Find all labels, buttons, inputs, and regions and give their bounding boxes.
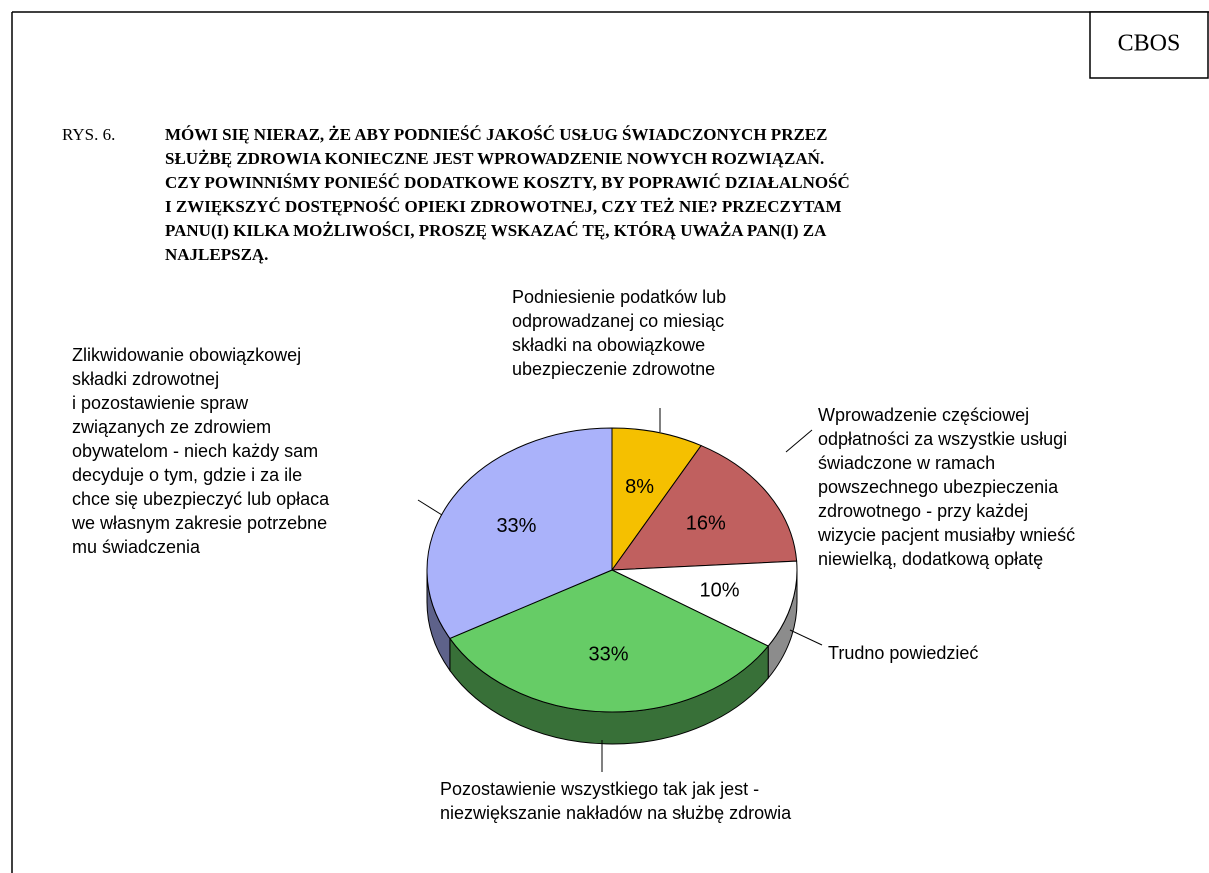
slice-label: chce się ubezpieczyć lub opłaca <box>72 489 330 509</box>
value-label: 8% <box>625 476 654 498</box>
source-box <box>1089 11 1209 79</box>
slice-label: i pozostawienie spraw <box>72 393 249 413</box>
slice-label: odprowadzanej co miesiąc <box>512 311 724 331</box>
slice-label: Podniesienie podatków lub <box>512 287 726 307</box>
value-label: 16% <box>686 513 726 535</box>
figure-number: RYS. 6. <box>62 125 115 144</box>
value-label: 10% <box>699 579 739 601</box>
slice <box>611 560 798 647</box>
slice <box>611 427 702 572</box>
slice-label: Trudno powiedzieć <box>828 643 978 663</box>
slice-label: składki na obowiązkowe <box>512 335 705 355</box>
slice <box>610 444 798 571</box>
slice-label: niewielką, dodatkową opłatę <box>818 549 1043 569</box>
slice-label: świadczone w ramach <box>818 453 995 473</box>
slice-label: Pozostawienie wszystkiego tak jak jest - <box>440 779 759 799</box>
slice-label: wizycie pacjent musiałby wnieść <box>817 525 1075 545</box>
value-label: 33% <box>588 643 628 665</box>
slice-label: powszechnego ubezpieczenia <box>818 477 1059 497</box>
slice-label: związanych ze zdrowiem <box>72 417 271 437</box>
value-label: 33% <box>496 515 536 537</box>
slice-label: obywatelom - niech każdy sam <box>72 441 318 461</box>
title-line: NAJLEPSZĄ. <box>165 245 268 264</box>
slice-label: zdrowotnego - przy każdej <box>818 501 1028 521</box>
slice-label: niezwiększanie nakładów na służbę zdrowi… <box>440 803 792 823</box>
leader-line <box>417 499 443 516</box>
slice-label: mu świadczenia <box>72 537 201 557</box>
title-line: I ZWIĘKSZYĆ DOSTĘPNOŚĆ OPIEKI ZDROWOTNEJ… <box>165 197 842 216</box>
source: CBOS <box>1118 31 1181 57</box>
title-line: CZY POWINNIŚMY PONIEŚĆ DODATKOWE KOSZTY,… <box>165 173 850 192</box>
slice-label: ubezpieczenie zdrowotne <box>512 359 715 379</box>
slice-label: Zlikwidowanie obowiązkowej <box>72 345 301 365</box>
slice-label: Wprowadzenie częściowej <box>818 405 1029 425</box>
leader-line <box>789 629 823 646</box>
slice-label: składki zdrowotnej <box>72 369 219 389</box>
leader-line <box>785 429 813 453</box>
title-line: PANU(I) KILKA MOŻLIWOŚCI, PROSZĘ WSKAZAĆ… <box>165 221 827 240</box>
slice-label: odpłatności za wszystkie usługi <box>818 429 1067 449</box>
slice-label: we własnym zakresie potrzebne <box>71 513 327 533</box>
slice <box>449 569 769 713</box>
slice-label: decyduje o tym, gdzie i za ile <box>72 465 302 485</box>
title-line: MÓWI SIĘ NIERAZ, ŻE ABY PODNIEŚĆ JAKOŚĆ … <box>165 125 828 144</box>
slice <box>426 427 613 640</box>
title-line: SŁUŻBĘ ZDROWIA KONIECZNE JEST WPROWADZEN… <box>165 149 824 168</box>
